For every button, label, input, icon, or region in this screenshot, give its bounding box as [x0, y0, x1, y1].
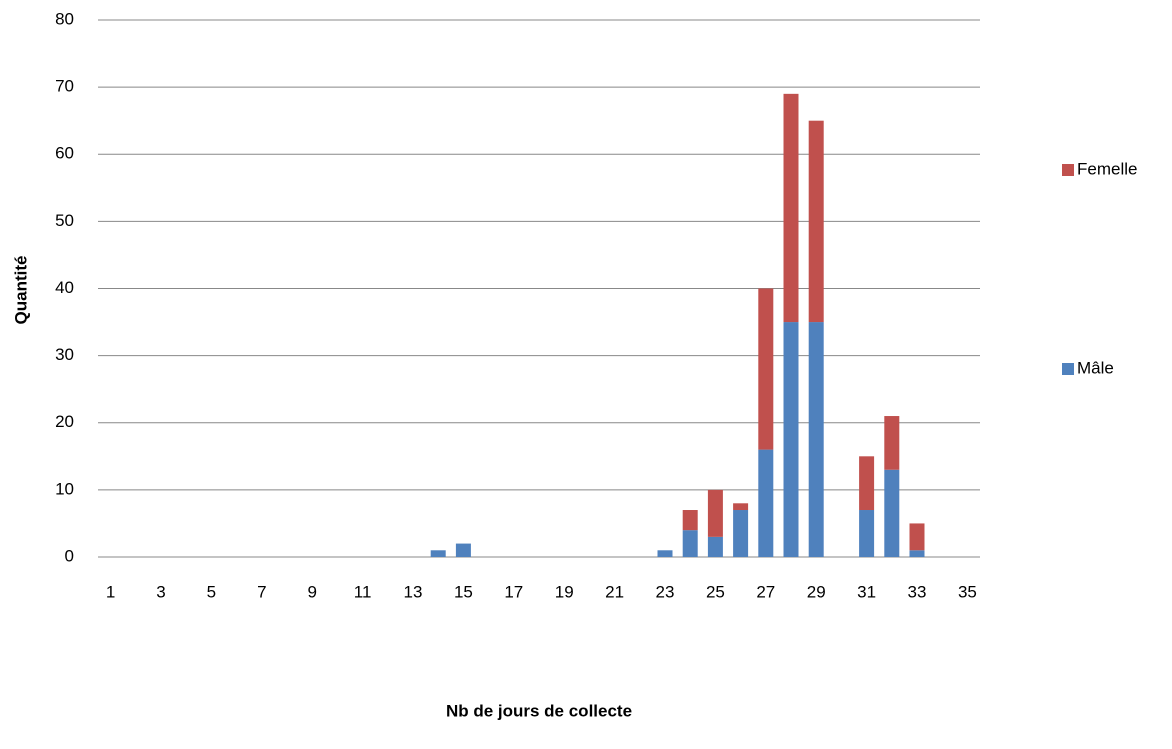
y-tick-label: 60: [55, 144, 74, 163]
x-tick-label: 27: [756, 582, 775, 601]
bar-segment: [657, 550, 673, 557]
x-tick-label: 13: [404, 582, 423, 601]
bar-segment: [808, 120, 824, 323]
bar-segment: [733, 510, 749, 557]
legend-label: Mâle: [1077, 358, 1114, 377]
bar-segment: [808, 322, 824, 557]
bar-segment: [783, 93, 799, 323]
bar-segment: [682, 530, 698, 557]
bar-segment: [884, 416, 900, 470]
bar-segment: [758, 449, 774, 557]
y-tick-label: 0: [65, 546, 74, 565]
bar-segment: [430, 550, 446, 557]
legend-swatch: [1062, 164, 1074, 176]
bar-segment: [733, 503, 749, 511]
x-tick-label: 17: [504, 582, 523, 601]
x-tick-label: 29: [807, 582, 826, 601]
y-tick-label: 50: [55, 211, 74, 230]
bar-segment: [909, 523, 925, 551]
bar-segment: [783, 322, 799, 557]
y-tick-label: 30: [55, 345, 74, 364]
x-tick-label: 31: [857, 582, 876, 601]
bar-segment: [859, 510, 875, 557]
y-tick-label: 10: [55, 479, 74, 498]
x-tick-label: 7: [257, 582, 266, 601]
y-axis-label: Quantité: [11, 256, 30, 325]
x-tick-label: 19: [555, 582, 574, 601]
x-tick-label: 23: [656, 582, 675, 601]
x-tick-label: 35: [958, 582, 977, 601]
bar-segment: [859, 456, 875, 511]
legend-swatch: [1062, 363, 1074, 375]
x-tick-label: 1: [106, 582, 115, 601]
bar-segment: [707, 489, 723, 537]
x-tick-label: 11: [354, 582, 372, 601]
x-tick-label: 21: [605, 582, 624, 601]
legend-label: Femelle: [1077, 159, 1137, 178]
x-axis-label: Nb de jours de collecte: [446, 701, 632, 720]
x-tick-label: 15: [454, 582, 473, 601]
y-tick-label: 20: [55, 412, 74, 431]
bar-segment: [909, 550, 925, 557]
bar-segment: [884, 469, 900, 557]
bar-segment: [455, 543, 471, 557]
x-tick-label: 25: [706, 582, 725, 601]
x-tick-label: 5: [207, 582, 216, 601]
x-tick-label: 33: [908, 582, 927, 601]
y-tick-label: 70: [55, 77, 74, 96]
bar-segment: [707, 536, 723, 557]
y-tick-label: 80: [55, 9, 74, 28]
bar-segment: [682, 510, 698, 531]
x-tick-label: 3: [156, 582, 165, 601]
bar-segment: [758, 288, 774, 450]
y-tick-label: 40: [55, 278, 74, 297]
x-tick-label: 9: [307, 582, 316, 601]
